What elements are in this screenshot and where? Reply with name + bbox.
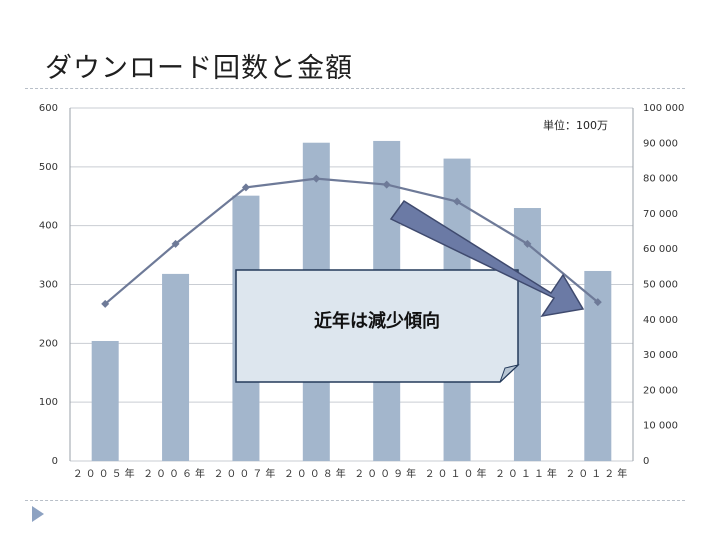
footer-divider (25, 500, 685, 501)
y-axis-left-labels: 0 100 200 300 400 500 600 (39, 103, 58, 467)
callout-text: 近年は減少傾向 (314, 310, 440, 332)
y-left-tick-label: 0 (52, 456, 58, 467)
line-point (312, 174, 321, 183)
y-left-tick-label: 400 (39, 221, 58, 232)
y-left-tick-label: 600 (39, 103, 58, 114)
y-right-tick-label: 10 000 (643, 421, 678, 432)
x-tick-label: ２０１２年 (565, 467, 630, 480)
x-tick-label: ２０１０年 (425, 467, 490, 480)
bullet-triangle-icon (32, 506, 44, 522)
bar (162, 273, 190, 461)
line-point (523, 239, 532, 248)
x-axis-labels: ２００５年 ２００６年 ２００７年 ２００８年 ２００９年 ２０１０年 ２０１１年 ２０１２年 (73, 467, 630, 480)
y-right-tick-label: 20 000 (643, 385, 678, 396)
y-left-tick-label: 200 (39, 338, 58, 349)
x-tick-label: ２００６年 (143, 467, 208, 480)
line-point (241, 183, 250, 192)
unit-label: 単位：100万 (543, 118, 608, 132)
y-right-tick-label: 0 (643, 456, 649, 467)
line-point (593, 298, 602, 307)
x-tick-label: ２００８年 (284, 467, 349, 480)
y-axis-right-labels: 0 10 000 20 000 30 000 40 000 50 000 60 000 70 … (643, 103, 684, 467)
trend-arrow-icon (389, 199, 585, 318)
y-right-tick-label: 70 000 (643, 209, 678, 220)
line-series (101, 174, 602, 308)
y-right-tick-label: 90 000 (643, 138, 678, 149)
bar (91, 340, 119, 461)
line-point (382, 180, 391, 189)
x-tick-label: ２００７年 (213, 467, 278, 480)
y-right-tick-label: 60 000 (643, 244, 678, 255)
y-right-tick-label: 50 000 (643, 280, 678, 291)
line-point (171, 239, 180, 248)
x-tick-label: ２０１１年 (495, 467, 560, 480)
slide-title: ダウンロード回数と金額 (45, 53, 353, 84)
y-left-tick-label: 300 (39, 280, 58, 291)
y-right-tick-label: 80 000 (643, 174, 678, 185)
callout-box: 近年は減少傾向 (235, 269, 520, 383)
y-right-tick-label: 30 000 (643, 350, 678, 361)
y-right-tick-label: 40 000 (643, 315, 678, 326)
x-tick-label: ２００５年 (73, 467, 138, 480)
y-left-tick-label: 500 (39, 162, 58, 173)
y-right-tick-label: 100 000 (643, 103, 684, 114)
line-point (453, 197, 462, 206)
title-divider (25, 88, 685, 89)
line-point (101, 299, 110, 308)
x-tick-label: ２００９年 (354, 467, 419, 480)
y-left-tick-label: 100 (39, 397, 58, 408)
line-path (104, 177, 599, 305)
